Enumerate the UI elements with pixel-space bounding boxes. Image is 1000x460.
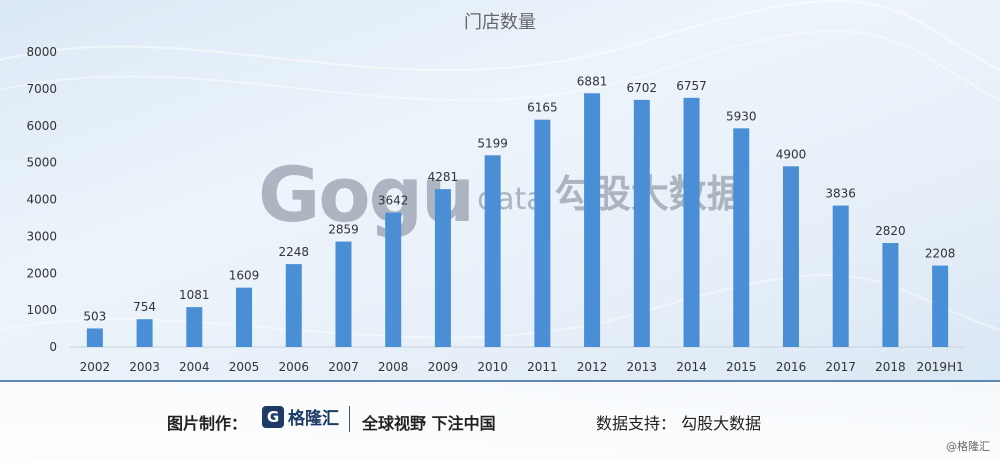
x-tick-label: 2016	[776, 360, 807, 374]
data-label: 3836	[825, 187, 856, 201]
bar-2014	[683, 97, 700, 347]
credit-label: 图片制作：	[167, 414, 248, 433]
bar-2017	[832, 205, 849, 347]
data-label: 503	[83, 309, 106, 323]
y-tick-label: 3000	[26, 229, 57, 243]
x-tick-label: 2005	[229, 360, 260, 374]
x-tick-label: 2018	[875, 360, 906, 374]
data-label: 3642	[378, 194, 409, 208]
brand-name: 格隆汇	[288, 409, 339, 429]
bar-2010	[484, 155, 501, 347]
brand-logo: G 格隆汇	[262, 404, 339, 429]
data-label: 2208	[925, 247, 956, 261]
bar-chart: 门店数量 0 1000 2000 3000 4000 5000 6000 7000 8000 503…	[26, 12, 965, 374]
bar-2011	[534, 119, 551, 348]
y-tick-label: 8000	[26, 45, 57, 59]
y-tick-label: 4000	[26, 193, 57, 207]
x-tick-label: 2015	[726, 360, 757, 374]
x-tick-label: 2010	[477, 360, 508, 374]
bar-2005	[236, 287, 253, 347]
y-tick-label: 5000	[26, 156, 57, 170]
data-label: 6165	[527, 101, 558, 115]
chart-title: 门店数量	[464, 12, 536, 33]
y-tick-label: 6000	[26, 119, 57, 133]
x-tick-label: 2013	[627, 360, 658, 374]
data-label: 1609	[229, 269, 260, 283]
bar-2004	[186, 307, 203, 347]
y-tick-label: 0	[49, 340, 57, 354]
data-label: 6881	[577, 74, 608, 88]
x-tick-label: 2009	[428, 360, 459, 374]
x-tick-label: 2019H1	[917, 360, 964, 374]
brand-separator	[349, 406, 350, 432]
data-label: 2248	[278, 245, 309, 259]
bar-2019H1	[932, 265, 949, 347]
footer: 图片制作： G 格隆汇 全球视野 下注中国 数据支持： 勾股大数据	[0, 382, 1000, 460]
data-label: 5199	[477, 136, 508, 150]
x-tick-label: 2012	[577, 360, 608, 374]
bar-2012	[584, 93, 601, 347]
footer-divider	[0, 380, 1000, 382]
data-label: 4281	[428, 170, 459, 184]
x-tick-label: 2007	[328, 360, 359, 374]
bar-2015	[733, 128, 750, 347]
corner-watermark: @格隆汇	[946, 440, 990, 453]
x-tick-label: 2011	[527, 360, 558, 374]
x-tick-label: 2008	[378, 360, 409, 374]
data-label: 2859	[328, 223, 359, 237]
bar-2018	[882, 243, 899, 347]
bar-2016	[782, 166, 799, 347]
data-label: 754	[133, 300, 156, 314]
x-tick-label: 2014	[676, 360, 707, 374]
bar-2007	[335, 241, 352, 347]
x-tick-label: 2017	[825, 360, 856, 374]
data-label: 5930	[726, 109, 757, 123]
bar-2006	[285, 264, 302, 347]
data-label: 6702	[627, 81, 658, 95]
data-label: 1081	[179, 288, 210, 302]
data-label: 6757	[676, 79, 707, 93]
bar-2013	[633, 99, 650, 348]
data-label: 2820	[875, 224, 906, 238]
y-tick-label: 1000	[26, 303, 57, 317]
y-tick-label: 7000	[26, 82, 57, 96]
bar-2002	[86, 328, 103, 347]
bar-2003	[136, 319, 153, 347]
x-tick-label: 2002	[80, 360, 111, 374]
x-tick-label: 2006	[278, 360, 309, 374]
x-tick-label: 2003	[129, 360, 160, 374]
slogan: 全球视野 下注中国	[362, 414, 496, 433]
x-tick-label: 2004	[179, 360, 210, 374]
y-tick-label: 2000	[26, 266, 57, 280]
data-support-label: 数据支持： 勾股大数据	[596, 414, 762, 433]
bar-2009	[434, 189, 451, 347]
data-label: 4900	[776, 147, 807, 161]
brand-icon: G	[262, 405, 284, 428]
bar-2008	[385, 212, 402, 347]
